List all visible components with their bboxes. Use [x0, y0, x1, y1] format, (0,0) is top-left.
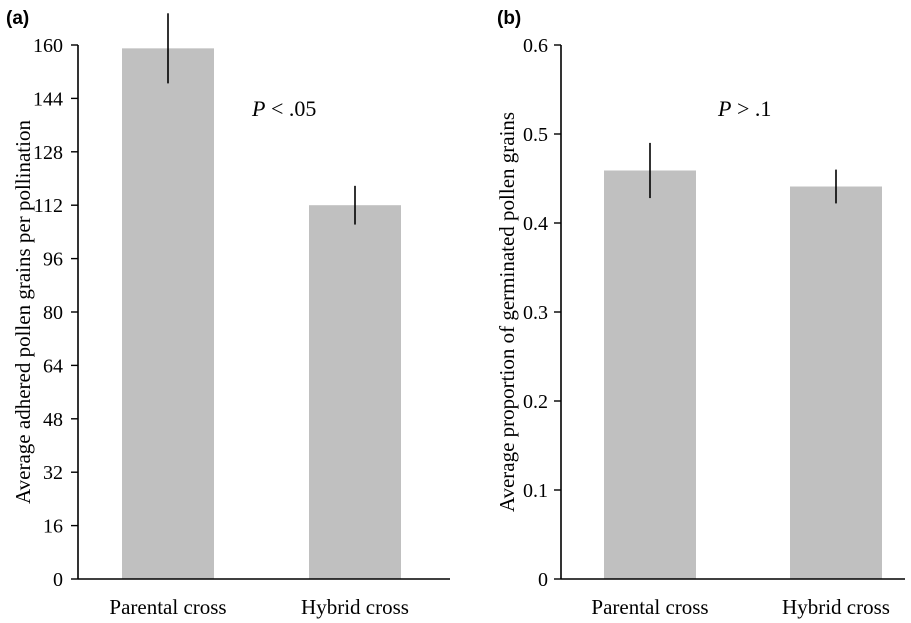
panel-a-letter: (a) — [6, 8, 29, 29]
panel-a-category-label: Hybrid cross — [301, 595, 409, 619]
panel-b-y-tick-label: 0.3 — [523, 302, 548, 324]
panel-b-letter: (b) — [497, 8, 521, 29]
panel-a-y-tick-label: 48 — [43, 409, 63, 431]
panel-b-bar-parental-cross — [604, 170, 696, 580]
panel-a-y-tick-label: 80 — [43, 302, 63, 324]
panel-a-y-tick-label: 112 — [34, 195, 63, 217]
panel-b-y-tick-label: 0.4 — [523, 213, 548, 235]
panel-b-category-label: Hybrid cross — [782, 595, 890, 619]
panel-a-annotation: P < .05 — [251, 96, 316, 121]
panel-a-y-tick-label: 32 — [43, 462, 63, 484]
panel-b-y-tick-label: 0 — [538, 569, 548, 591]
panel-a-annotation-rest: < .05 — [265, 96, 316, 121]
panel-a-y-axis-title: Average adhered pollen grains per pollin… — [11, 120, 35, 504]
panel-b: (b) P > .1 0 0.1 0.2 0.3 0.4 0.5 0.6 Parental c… — [495, 8, 905, 619]
panel-a: (a) P < .05 0 16 32 48 64 80 96 112 128 144 160 Par… — [6, 8, 450, 619]
panel-a-bar-parental-cross — [122, 48, 214, 579]
panel-a-category-label: Parental cross — [109, 595, 226, 619]
panel-a-y-tick-label: 144 — [33, 88, 63, 110]
panel-b-category-label: Parental cross — [591, 595, 708, 619]
panel-b-y-axis-title: Average proportion of germinated pollen … — [495, 112, 519, 512]
panel-b-annotation: P > .1 — [717, 96, 771, 121]
panel-a-y-tick-label: 128 — [33, 142, 63, 164]
panel-b-y-tick-label: 0.5 — [523, 124, 548, 146]
panel-b-y-tick-label: 0.1 — [523, 480, 548, 502]
panel-a-y-tick-label: 64 — [43, 355, 63, 377]
panel-a-y-tick-label: 160 — [33, 35, 63, 57]
panel-a-y-tick-label: 0 — [53, 569, 63, 591]
panel-b-bar-hybrid-cross — [790, 186, 882, 579]
panel-a-y-tick-label: 96 — [43, 249, 63, 271]
panel-a-y-tick-label: 16 — [43, 516, 63, 538]
panel-b-annotation-rest: > .1 — [731, 96, 771, 121]
panel-b-annotation-p: P — [717, 96, 731, 121]
panel-b-y-tick-label: 0.6 — [523, 35, 548, 57]
panel-a-annotation-p: P — [251, 96, 265, 121]
panel-a-bar-hybrid-cross — [309, 205, 401, 579]
panel-b-y-tick-label: 0.2 — [523, 391, 548, 413]
